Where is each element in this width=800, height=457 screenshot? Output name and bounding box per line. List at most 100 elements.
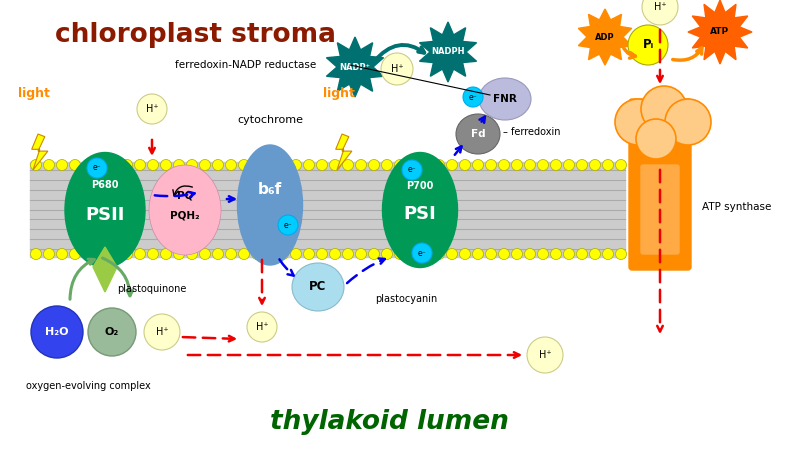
Ellipse shape — [456, 114, 500, 154]
Text: light: light — [323, 87, 355, 100]
Text: O₂: O₂ — [105, 327, 119, 337]
Circle shape — [486, 249, 497, 260]
Circle shape — [226, 159, 237, 170]
Circle shape — [615, 249, 626, 260]
Circle shape — [355, 249, 366, 260]
Circle shape — [407, 159, 418, 170]
Circle shape — [330, 249, 341, 260]
Circle shape — [615, 99, 661, 145]
Circle shape — [369, 159, 379, 170]
Circle shape — [290, 249, 302, 260]
Circle shape — [226, 249, 237, 260]
Text: H⁺: H⁺ — [390, 64, 403, 74]
Text: PC: PC — [310, 281, 326, 293]
Circle shape — [199, 249, 210, 260]
Circle shape — [538, 159, 549, 170]
Circle shape — [317, 159, 327, 170]
Text: Pᵢ: Pᵢ — [642, 38, 654, 52]
Circle shape — [137, 94, 167, 124]
Circle shape — [394, 159, 406, 170]
Circle shape — [665, 99, 711, 145]
Text: NADPH: NADPH — [431, 48, 465, 57]
Text: e⁻: e⁻ — [408, 165, 416, 175]
Circle shape — [290, 159, 302, 170]
Text: e⁻: e⁻ — [284, 220, 292, 229]
Circle shape — [174, 249, 185, 260]
FancyBboxPatch shape — [629, 99, 691, 270]
Circle shape — [31, 306, 83, 358]
Circle shape — [174, 159, 185, 170]
Circle shape — [134, 159, 146, 170]
Circle shape — [446, 249, 458, 260]
Text: PQ: PQ — [177, 191, 193, 201]
Ellipse shape — [382, 153, 458, 267]
Text: ATP: ATP — [710, 27, 730, 37]
Circle shape — [134, 249, 146, 260]
Text: Fd: Fd — [470, 129, 486, 139]
Ellipse shape — [149, 165, 221, 255]
Circle shape — [147, 159, 158, 170]
Circle shape — [434, 159, 445, 170]
Text: H⁺: H⁺ — [146, 104, 158, 114]
Circle shape — [70, 159, 81, 170]
Circle shape — [265, 249, 275, 260]
Circle shape — [641, 86, 687, 132]
Circle shape — [238, 249, 250, 260]
Circle shape — [109, 249, 119, 260]
Circle shape — [355, 159, 366, 170]
Circle shape — [402, 160, 422, 180]
Circle shape — [459, 159, 470, 170]
Circle shape — [473, 159, 483, 170]
Circle shape — [251, 159, 262, 170]
Circle shape — [525, 159, 535, 170]
Text: ADP: ADP — [595, 32, 615, 42]
Text: P680: P680 — [91, 180, 118, 190]
Circle shape — [511, 159, 522, 170]
Text: light: light — [18, 87, 50, 100]
Circle shape — [199, 159, 210, 170]
Circle shape — [563, 249, 574, 260]
Text: H⁺: H⁺ — [654, 2, 666, 12]
Text: b₆f: b₆f — [258, 182, 282, 197]
Circle shape — [303, 249, 314, 260]
Circle shape — [95, 249, 106, 260]
Circle shape — [265, 159, 275, 170]
Polygon shape — [336, 134, 352, 170]
Circle shape — [394, 249, 406, 260]
Text: PSI: PSI — [404, 205, 436, 223]
Circle shape — [421, 159, 431, 170]
Circle shape — [563, 159, 574, 170]
Circle shape — [550, 159, 562, 170]
Circle shape — [577, 159, 587, 170]
Circle shape — [525, 249, 535, 260]
Circle shape — [382, 159, 393, 170]
Circle shape — [527, 337, 563, 373]
Circle shape — [251, 249, 262, 260]
Bar — [30, 162, 625, 257]
Circle shape — [381, 53, 413, 85]
Circle shape — [147, 249, 158, 260]
Polygon shape — [32, 134, 48, 170]
Circle shape — [538, 249, 549, 260]
Circle shape — [161, 159, 171, 170]
Circle shape — [278, 249, 289, 260]
Circle shape — [473, 249, 483, 260]
Ellipse shape — [292, 263, 344, 311]
Text: H₂O: H₂O — [46, 327, 69, 337]
Circle shape — [95, 159, 106, 170]
Ellipse shape — [479, 78, 531, 120]
Circle shape — [590, 159, 601, 170]
Circle shape — [459, 249, 470, 260]
Text: PSII: PSII — [86, 206, 125, 224]
Circle shape — [87, 158, 107, 178]
Circle shape — [82, 249, 94, 260]
Text: H⁺: H⁺ — [538, 350, 551, 360]
Circle shape — [43, 159, 54, 170]
Circle shape — [511, 249, 522, 260]
Circle shape — [82, 159, 94, 170]
Circle shape — [30, 249, 42, 260]
Circle shape — [486, 159, 497, 170]
Circle shape — [303, 159, 314, 170]
Circle shape — [186, 249, 198, 260]
FancyBboxPatch shape — [641, 165, 679, 254]
